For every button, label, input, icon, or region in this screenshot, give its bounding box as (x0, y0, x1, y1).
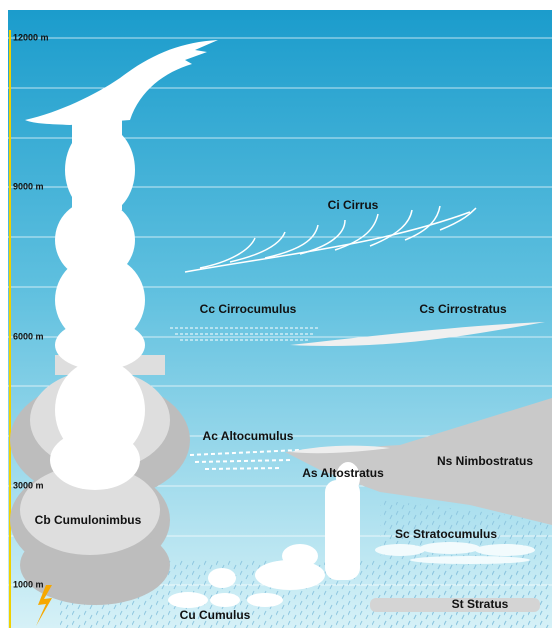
cloud-label: Ac Altocumulus (203, 429, 294, 443)
cloud-label: Cb Cumulonimbus (35, 513, 142, 527)
cloud-label: Ci Cirrus (328, 198, 379, 212)
altitude-label: 12000 m (13, 32, 49, 42)
cloud-label: Cc Cirrocumulus (200, 302, 297, 316)
cloud-label: Cs Cirrostratus (419, 302, 507, 316)
cloud-diagram: 12000 m 9000 m 6000 m 3000 m 1000 m Ci C… (0, 0, 557, 628)
cloud-label: St Stratus (452, 597, 509, 611)
cloud-label: Sc Stratocumulus (395, 527, 497, 541)
cloud-label: As Altostratus (302, 466, 384, 480)
altitude-label: 3000 m (13, 480, 44, 490)
cloud-label: Cu Cumulus (180, 608, 251, 622)
altitude-label: 6000 m (13, 331, 44, 341)
cloud-label: Ns Nimbostratus (437, 454, 533, 468)
altitude-label: 1000 m (13, 579, 44, 589)
altitude-label: 9000 m (13, 181, 44, 191)
